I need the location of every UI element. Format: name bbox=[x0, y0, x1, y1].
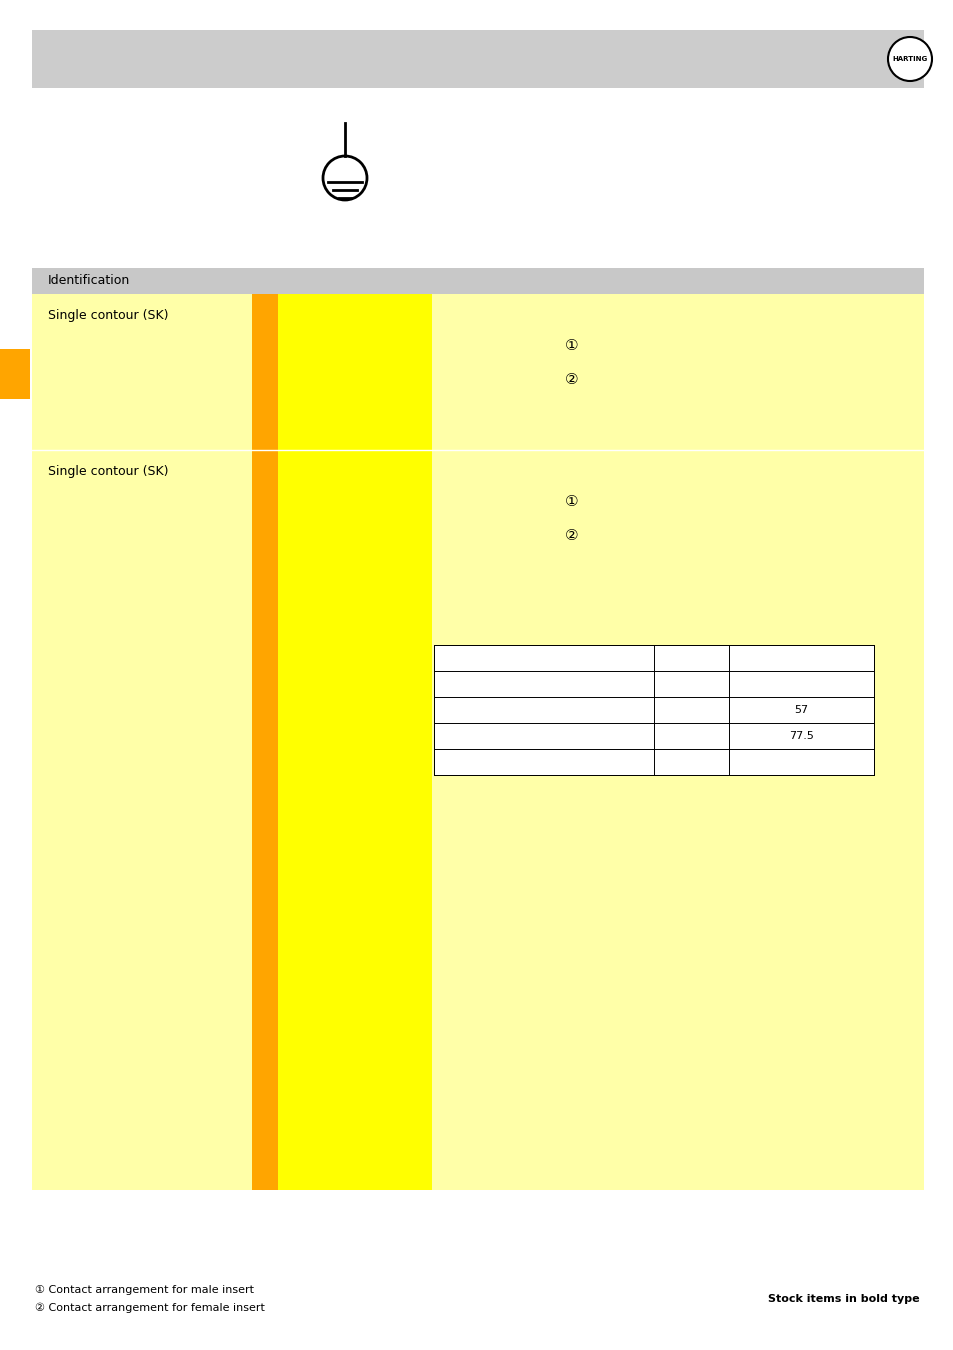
Bar bbox=[434, 645, 873, 775]
Text: ① Contact arrangement for male insert: ① Contact arrangement for male insert bbox=[35, 1285, 253, 1295]
Text: Single contour (SK): Single contour (SK) bbox=[48, 309, 169, 323]
Bar bbox=[355, 294, 432, 450]
Bar bbox=[277, 294, 355, 450]
Bar bbox=[32, 30, 923, 88]
Text: Identification: Identification bbox=[48, 274, 131, 288]
Bar bbox=[32, 450, 252, 1189]
Bar bbox=[252, 294, 277, 450]
Text: Stock items in bold type: Stock items in bold type bbox=[767, 1295, 919, 1304]
Text: ② Contact arrangement for female insert: ② Contact arrangement for female insert bbox=[35, 1303, 265, 1314]
Text: 57: 57 bbox=[794, 705, 807, 716]
Text: HARTING: HARTING bbox=[891, 55, 926, 62]
Text: ②: ② bbox=[564, 373, 578, 387]
Text: 77.5: 77.5 bbox=[788, 730, 813, 741]
Text: ①: ① bbox=[564, 494, 578, 509]
Text: Single contour (SK): Single contour (SK) bbox=[48, 466, 169, 478]
Bar bbox=[277, 450, 355, 1189]
Bar bbox=[355, 450, 432, 1189]
Text: ②: ② bbox=[564, 528, 578, 544]
Bar bbox=[432, 294, 923, 450]
Bar bbox=[432, 450, 923, 1189]
Text: ①: ① bbox=[564, 339, 578, 354]
Circle shape bbox=[887, 36, 931, 81]
Bar bbox=[32, 294, 252, 450]
Bar bbox=[32, 269, 923, 294]
Bar bbox=[252, 450, 277, 1189]
Bar bbox=[0, 348, 30, 398]
